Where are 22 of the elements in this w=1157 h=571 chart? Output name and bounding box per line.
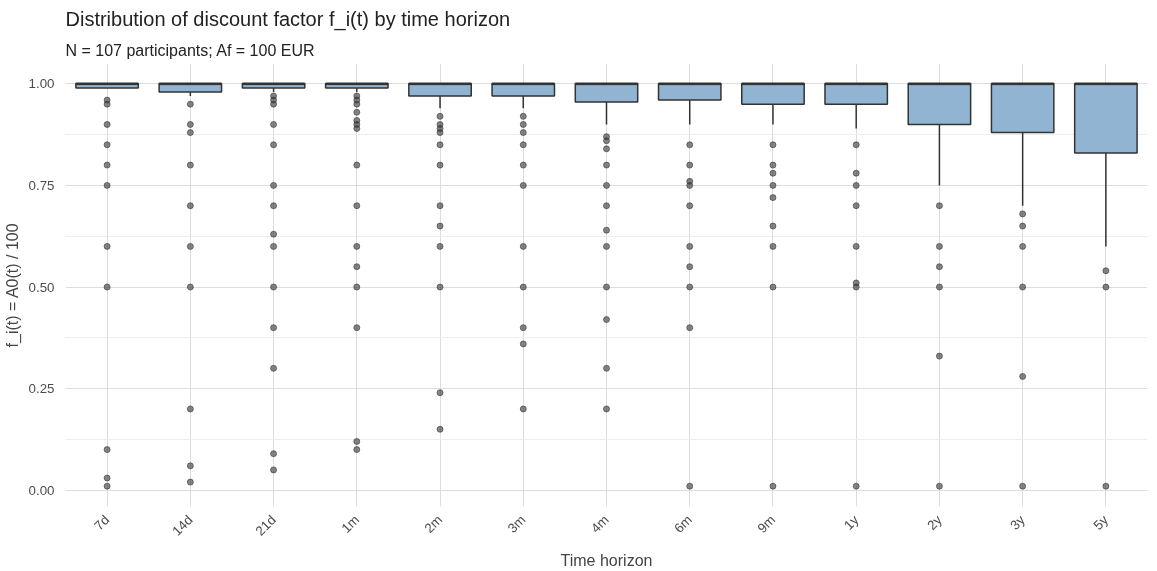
x-tick-label: 21d xyxy=(252,512,279,539)
y-tick-label: 0.25 xyxy=(28,381,55,397)
x-tick-label: 1m xyxy=(338,512,363,536)
x-tick-label: 9m xyxy=(754,512,779,536)
x-tick-label: 3y xyxy=(1007,511,1029,533)
x-tick-label: 7d xyxy=(91,512,113,534)
x-tick-label: 5y xyxy=(1090,511,1112,533)
x-tick-label: 4m xyxy=(588,512,612,536)
x-axis-title: Time horizon xyxy=(560,551,653,569)
chart-title: Distribution of discount factor f_i(t) by time horizon xyxy=(65,7,511,31)
x-tick-label: 1y xyxy=(840,511,862,533)
y-tick-label: 0.00 xyxy=(28,482,55,498)
y-tick-label: 0.75 xyxy=(28,177,55,193)
y-tick-label: 1.00 xyxy=(28,76,55,92)
x-tick-label: 3m xyxy=(504,512,529,536)
y-tick-label: 0.50 xyxy=(28,279,55,295)
x-tick-label: 14d xyxy=(169,512,196,539)
x-tick-label: 2y xyxy=(924,511,945,533)
chart-subtitle: N = 107 participants; Af = 100 EUR xyxy=(65,41,315,59)
x-tick-label: 6m xyxy=(671,512,696,536)
y-axis-title: f_i(t) = A0(t) / 100 xyxy=(3,223,22,348)
x-tick-label: 2m xyxy=(421,512,446,536)
